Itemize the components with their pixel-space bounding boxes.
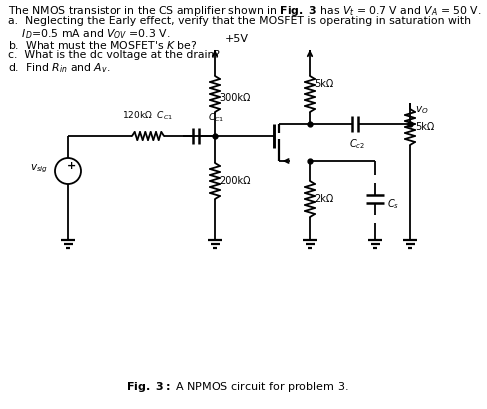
Text: 5kΩ: 5kΩ (415, 122, 434, 132)
Text: The NMOS transistor in the CS amplifier shown in $\bf{Fig.\ 3}$ has $V_t$ = 0.7 : The NMOS transistor in the CS amplifier … (8, 4, 482, 18)
Text: 120kΩ  $C_{C1}$: 120kΩ $C_{C1}$ (122, 110, 173, 122)
Text: $v_O$: $v_O$ (415, 104, 429, 116)
Text: b.  What must the MOSFET's $K$ be?: b. What must the MOSFET's $K$ be? (8, 39, 197, 51)
Text: $\bf{Fig.\ 3:}$ A NPMOS circuit for problem 3.: $\bf{Fig.\ 3:}$ A NPMOS circuit for prob… (126, 380, 348, 394)
Text: $I_D$=0.5 mA and $V_{OV}$ =0.3 V.: $I_D$=0.5 mA and $V_{OV}$ =0.3 V. (8, 27, 170, 41)
Text: $v_{sig}$: $v_{sig}$ (30, 163, 48, 175)
Text: 2kΩ: 2kΩ (314, 194, 333, 204)
Text: $C_s$: $C_s$ (387, 197, 399, 211)
Text: +: + (67, 161, 76, 171)
Text: +5V: +5V (225, 34, 249, 44)
Text: a.  Neglecting the Early effect, verify that the MOSFET is operating in saturati: a. Neglecting the Early effect, verify t… (8, 16, 471, 26)
Text: 300kΩ: 300kΩ (219, 93, 250, 103)
Text: 200kΩ: 200kΩ (219, 176, 250, 186)
Text: c.  What is the dc voltage at the drain?: c. What is the dc voltage at the drain? (8, 50, 220, 60)
Text: $C_{c2}$: $C_{c2}$ (349, 137, 365, 151)
Text: $C_{C1}$: $C_{C1}$ (208, 112, 224, 124)
Text: d.  Find $R_{in}$ and $A_v$.: d. Find $R_{in}$ and $A_v$. (8, 61, 111, 75)
Text: 5kΩ: 5kΩ (314, 79, 333, 89)
